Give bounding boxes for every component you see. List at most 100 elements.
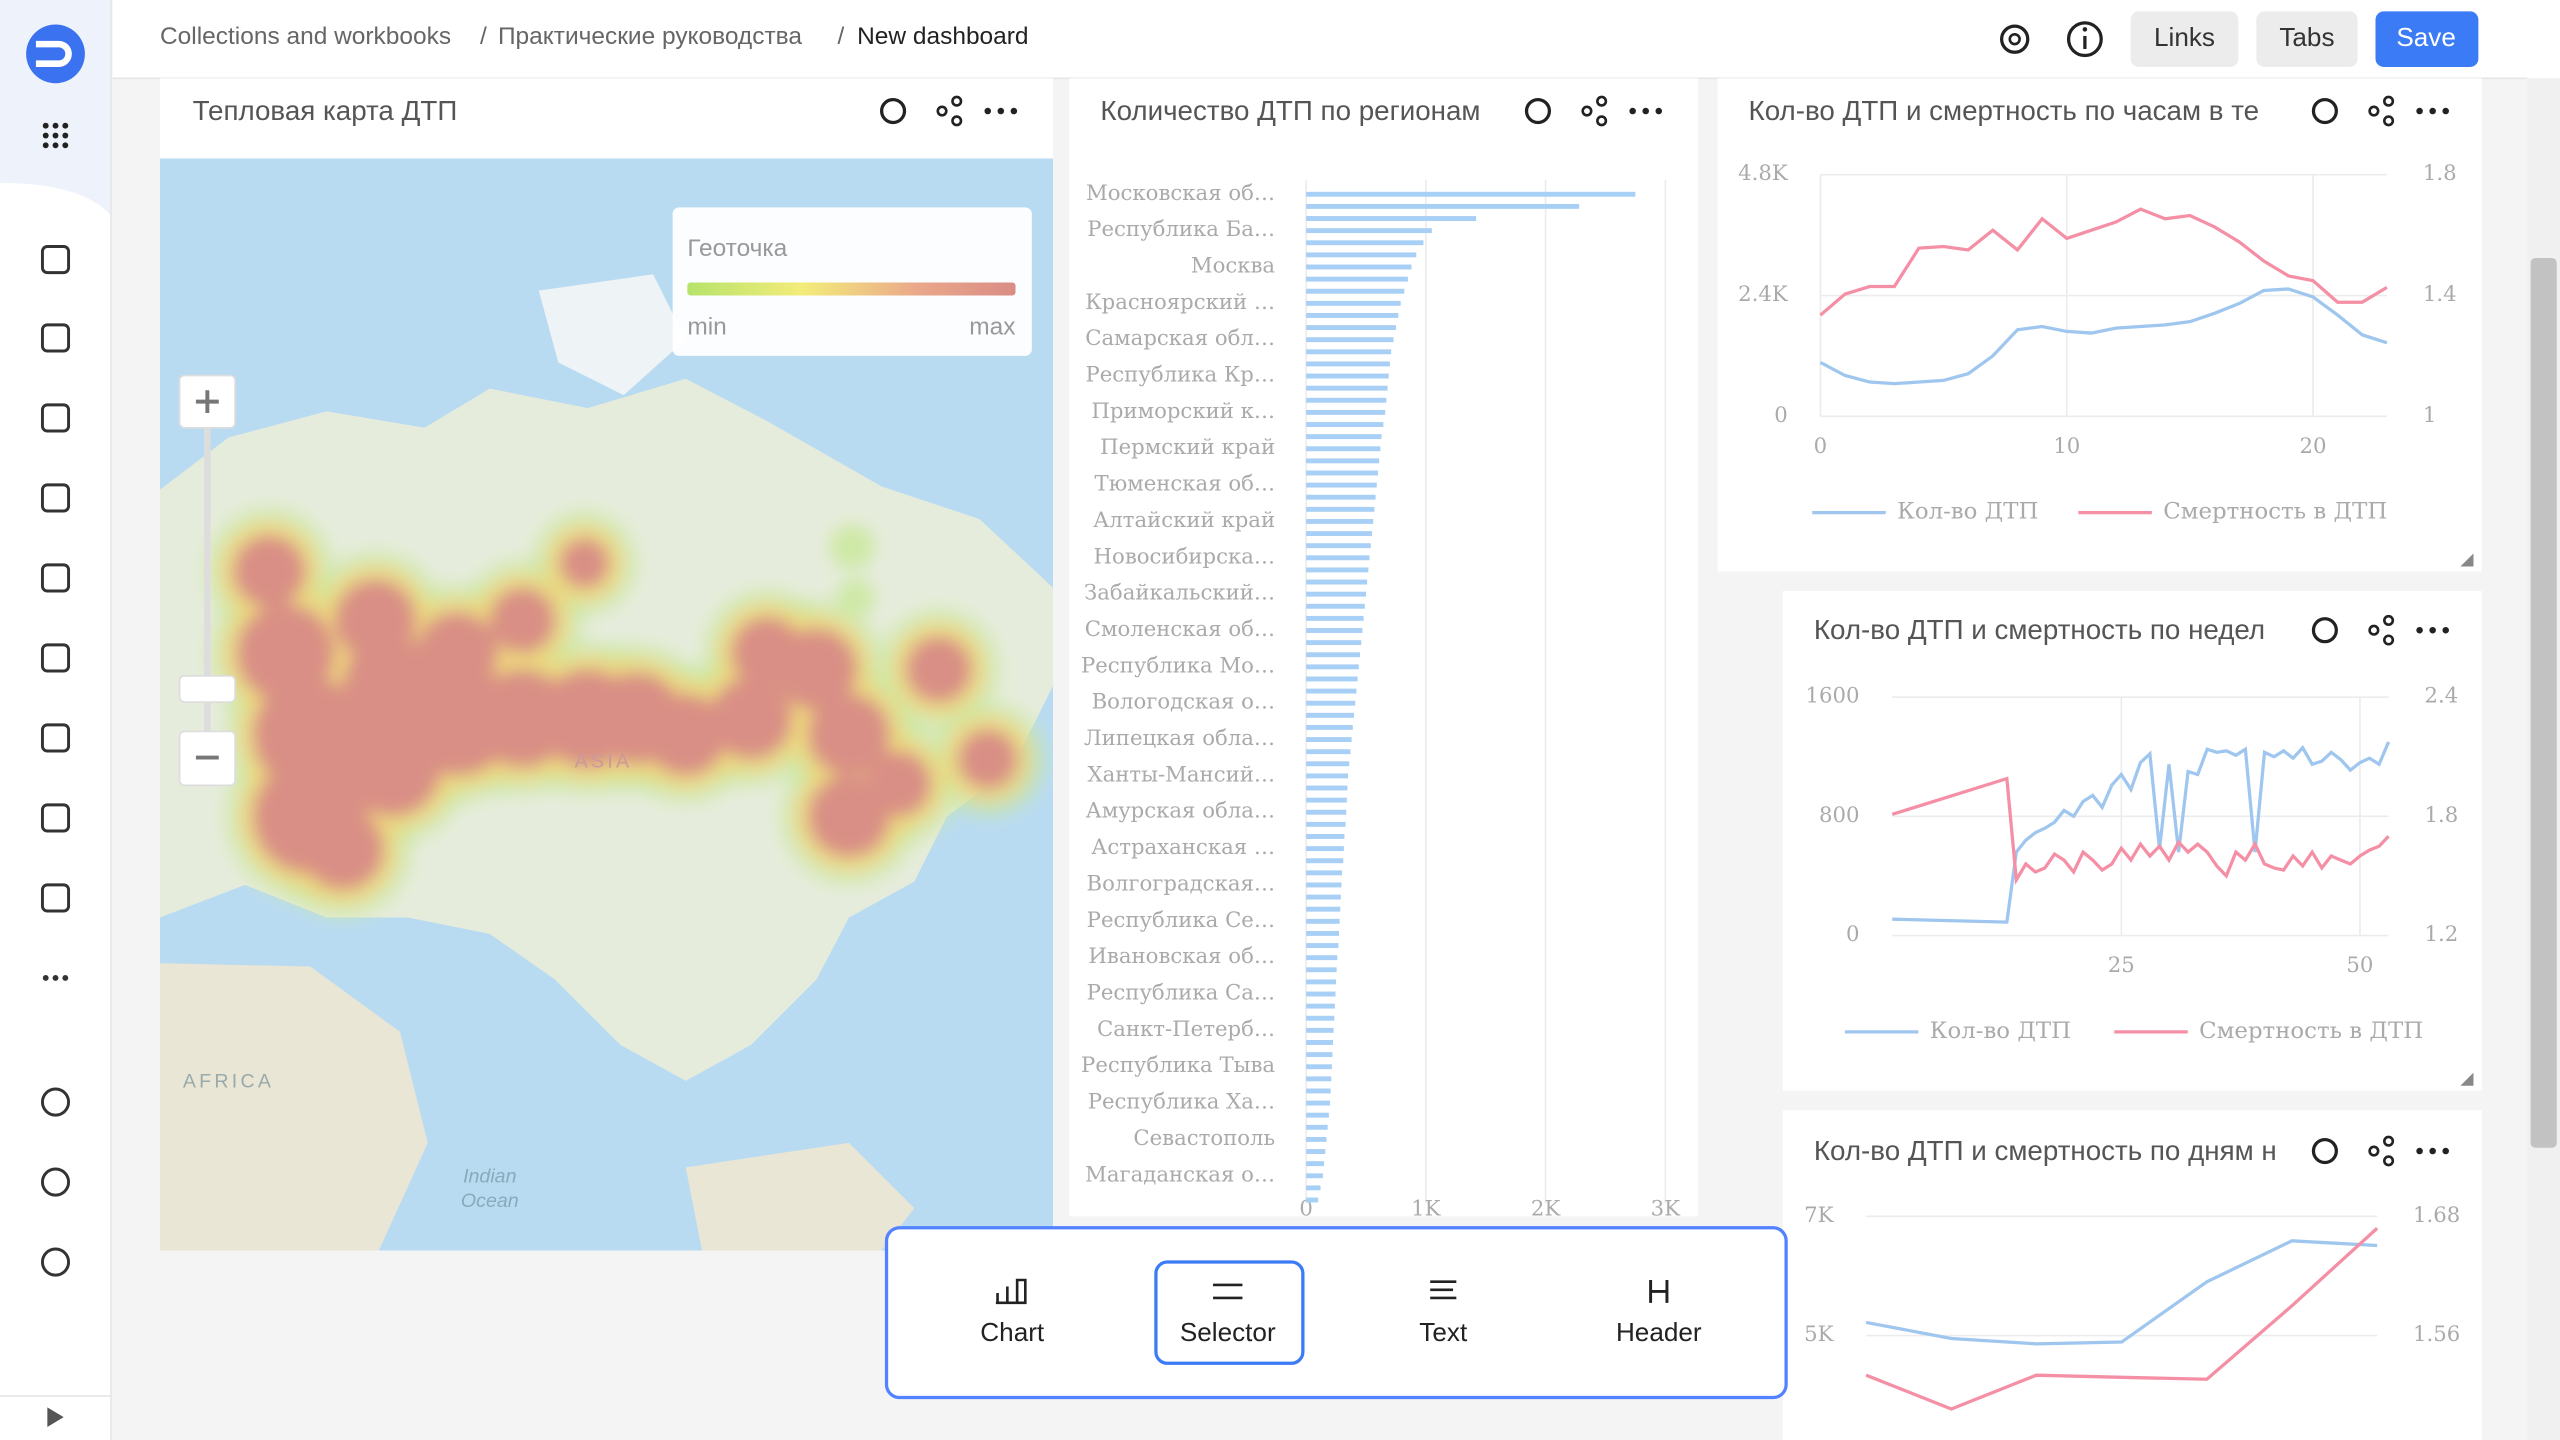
widget-share-icon[interactable] [1581, 105, 1593, 117]
legend-label[interactable]: Кол-во ДТП [1930, 1018, 2071, 1044]
nav-icon[interactable] [40, 1167, 71, 1197]
breadcrumb[interactable]: Практические руководства [498, 23, 802, 50]
nav-icon[interactable] [40, 403, 71, 433]
legend-label[interactable]: Смертность в ДТП [2199, 1018, 2423, 1044]
widget-menu-dot[interactable] [2416, 107, 2423, 115]
widget-controls [860, 81, 2466, 1181]
bar [1306, 409, 1386, 415]
nav-icon[interactable] [40, 1087, 71, 1117]
widget-menu-dot[interactable] [2429, 1147, 2436, 1155]
bar [1306, 531, 1372, 537]
bar [1306, 313, 1399, 318]
toolbar-item[interactable] [1587, 1264, 1731, 1362]
widget-menu-dot[interactable] [2429, 626, 2436, 634]
info-button[interactable] [2066, 21, 2103, 58]
nav-icon[interactable] [40, 563, 71, 593]
bar [1306, 518, 1374, 524]
sidebar [0, 0, 112, 1440]
heat-legend-title: Геоточка [687, 235, 787, 262]
widget-share-icon[interactable] [2383, 1135, 2395, 1147]
bar [1306, 191, 1636, 197]
widget-share-icon[interactable] [2383, 115, 2395, 127]
widget-menu-dot[interactable] [2416, 626, 2423, 634]
category-label: Республика Са… [1087, 981, 1276, 1006]
widget-share-icon[interactable] [951, 95, 963, 107]
y2-tick-label: 1.8 [2424, 803, 2458, 828]
nav-icon[interactable] [40, 883, 71, 913]
bar [1306, 1052, 1333, 1058]
widget-share-icon[interactable] [951, 115, 963, 127]
tabs-button[interactable] [2256, 11, 2358, 67]
expand-icon[interactable] [47, 1407, 64, 1427]
resize-handle[interactable] [2460, 1072, 2474, 1086]
widget-settings-button[interactable] [880, 97, 907, 125]
widget-menu-dot[interactable] [1642, 107, 1649, 115]
menu-dot [62, 142, 69, 149]
bar [1306, 640, 1362, 646]
widget-share-icon[interactable] [2383, 614, 2395, 626]
nav-icon[interactable] [40, 483, 71, 513]
widget-settings-button[interactable] [2311, 97, 2338, 125]
widget-menu-dot[interactable] [2429, 107, 2436, 115]
more-dot [42, 975, 49, 981]
bar [1306, 688, 1357, 694]
widget-menu-dot[interactable] [2442, 107, 2449, 115]
logo-mark [35, 40, 72, 67]
widget-menu-dot[interactable] [997, 107, 1005, 115]
widget-share-icon[interactable] [936, 105, 948, 117]
widget-share-icon[interactable] [2368, 1145, 2380, 1157]
widget-menu-dot[interactable] [2442, 1147, 2449, 1155]
more-dot [52, 975, 59, 981]
nav-icon[interactable] [40, 323, 71, 353]
save-button[interactable] [2375, 11, 2479, 67]
heat-blob [253, 677, 368, 792]
map-land [685, 1142, 915, 1251]
widget-menu-dot[interactable] [2416, 1147, 2423, 1155]
widget-share-icon[interactable] [2383, 95, 2395, 107]
settings-button[interactable] [2000, 24, 2030, 54]
links-button[interactable] [2130, 11, 2239, 67]
resize-handle[interactable] [2460, 553, 2474, 567]
nav-icon[interactable] [40, 803, 71, 833]
breadcrumb[interactable]: Collections and workbooks [160, 23, 451, 50]
widget-menu-dot[interactable] [1010, 107, 1018, 115]
map-label: ASIA [575, 751, 633, 773]
widget-menu-dot[interactable] [2442, 626, 2449, 634]
nav-icon[interactable] [40, 1247, 71, 1277]
logo[interactable] [26, 24, 85, 84]
nav-icon[interactable] [40, 723, 71, 753]
widget-share-icon[interactable] [1596, 95, 1608, 107]
toolbar-item[interactable] [940, 1264, 1084, 1362]
legend-label[interactable]: Кол-во ДТП [1897, 499, 2038, 525]
heat-legend-min: min [687, 314, 726, 341]
toolbar-item[interactable] [1156, 1264, 1300, 1362]
bar [1306, 349, 1392, 355]
scrollbar-thumb[interactable] [2530, 257, 2557, 1148]
zoom-slider-handle[interactable] [178, 675, 236, 703]
widget-settings-button[interactable] [1524, 97, 1552, 125]
toolbar-item-label: Chart [980, 1317, 1045, 1347]
legend-label[interactable]: Смертность в ДТП [2163, 499, 2387, 525]
widget-menu-dot[interactable] [1655, 107, 1663, 115]
widget-menu-dot[interactable] [984, 107, 992, 115]
bar [1306, 979, 1337, 985]
widget-share-icon[interactable] [2368, 624, 2380, 636]
widget-share-icon[interactable] [2383, 634, 2395, 646]
bar [1306, 955, 1338, 961]
heat-blob [334, 579, 417, 662]
widget-share-icon[interactable] [1596, 115, 1608, 127]
more-dot [62, 975, 69, 981]
widget-menu-dot[interactable] [1629, 107, 1636, 115]
widget-settings-button[interactable] [2311, 617, 2338, 644]
heat-blob [644, 693, 727, 776]
nav-icon[interactable] [40, 643, 71, 673]
toolbar-item[interactable] [1371, 1264, 1515, 1362]
widget-settings-button[interactable] [2311, 1137, 2338, 1165]
bar [1306, 1173, 1323, 1179]
widget-share-icon[interactable] [2368, 105, 2380, 117]
widget-share-icon[interactable] [2383, 1155, 2395, 1167]
bar [1306, 761, 1350, 767]
nav-icon[interactable] [40, 245, 71, 275]
